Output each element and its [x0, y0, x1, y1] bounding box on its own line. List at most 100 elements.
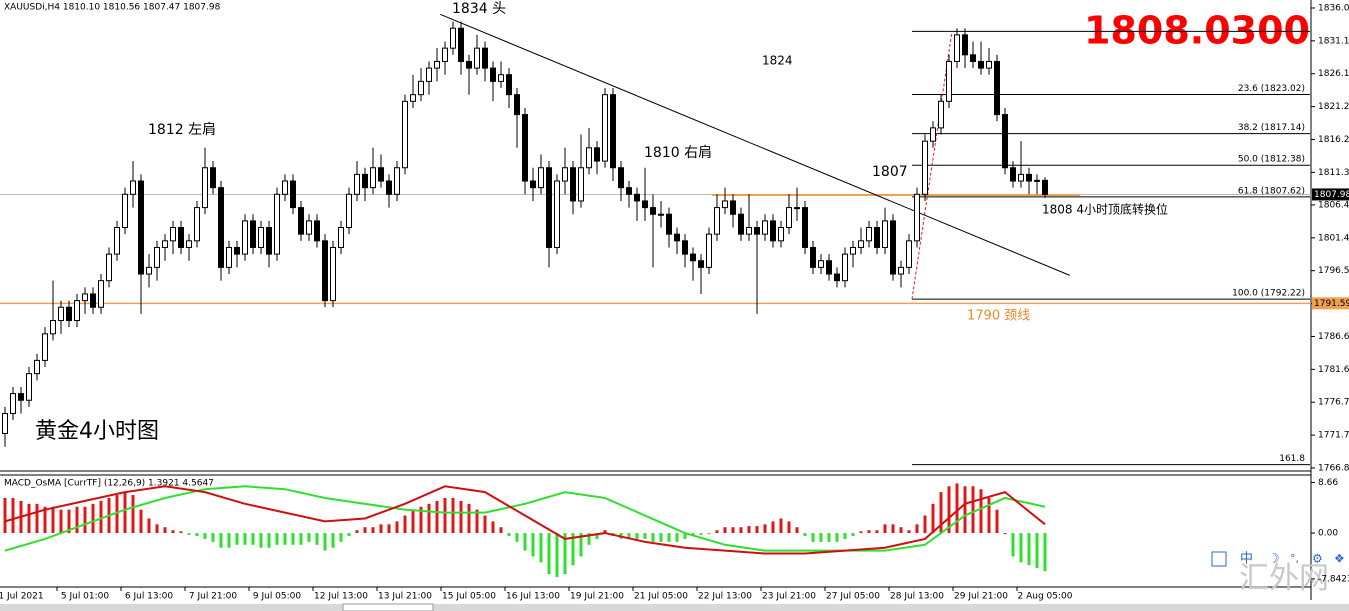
y-tick-label: 1796.50: [1318, 266, 1349, 276]
macd-bar: [443, 497, 447, 534]
macd-bar: [459, 500, 463, 534]
candle-body: [90, 293, 96, 308]
candle-body: [578, 167, 584, 202]
candle-body: [906, 240, 912, 268]
candle-body: [594, 147, 600, 162]
macd-bar: [843, 533, 847, 539]
candle-body: [434, 60, 440, 69]
candle-body: [2, 413, 8, 434]
toolbar-icon[interactable]: °,: [1290, 552, 1299, 565]
candle-body: [378, 167, 384, 182]
macd-bar: [483, 515, 487, 534]
candle-body: [706, 233, 712, 268]
macd-bar: [555, 533, 559, 577]
toolbar-icon[interactable]: [1211, 551, 1227, 567]
macd-bar: [763, 524, 767, 534]
annotation: 1790 颈线: [967, 309, 1030, 324]
candle-body: [674, 233, 680, 242]
candle-body: [466, 60, 472, 69]
candle-body: [626, 187, 632, 195]
candle-body: [810, 246, 816, 268]
candle-body: [42, 333, 48, 361]
macd-bar: [859, 531, 863, 534]
macd-bar: [683, 533, 687, 539]
toolbar-icon[interactable]: ⚙: [1312, 552, 1323, 566]
annotation: 1824: [762, 54, 793, 68]
macd-bar: [595, 533, 599, 539]
x-tick-label: 13 Jul 21:00: [378, 592, 432, 602]
macd-bar: [91, 503, 95, 534]
macd-bar: [227, 533, 231, 548]
macd-bar: [603, 530, 607, 534]
toolbar-lang[interactable]: 中: [1240, 552, 1253, 567]
y-tick-label: 1811.30: [1318, 168, 1349, 178]
candle-body: [226, 246, 232, 268]
candle-body: [690, 253, 696, 262]
macd-bar: [707, 533, 711, 535]
macd-bar: [939, 492, 943, 534]
candle-body: [242, 220, 248, 255]
candle-body: [74, 300, 80, 322]
macd-bar: [291, 533, 295, 545]
x-tick-label: 23 Jul 21:00: [762, 592, 816, 602]
macd-bar: [259, 533, 263, 548]
macd-bar: [123, 492, 127, 534]
candle-body: [346, 193, 352, 229]
fib-label: 50.0 (1812.38): [1238, 155, 1305, 165]
toolbar-icon[interactable]: ☽: [1268, 552, 1280, 567]
toolbar-icon[interactable]: ❖: [1334, 552, 1345, 566]
candle-body: [546, 167, 552, 248]
macd-bar: [803, 533, 807, 536]
candle-body: [338, 227, 344, 248]
bid-tag-label: 1807.98: [1314, 190, 1349, 200]
candle-body: [178, 227, 184, 248]
fib-label: 61.8 (1807.62): [1238, 186, 1305, 196]
macd-bar: [635, 533, 639, 539]
x-tick-label: 27 Jul 05:00: [826, 592, 880, 602]
candle-body: [138, 180, 144, 275]
macd-bar: [163, 527, 167, 534]
candle-body: [282, 180, 288, 195]
macd-bar: [1027, 533, 1031, 566]
macd-bar: [339, 533, 343, 542]
macd-bar: [267, 533, 271, 548]
macd-line: [4, 485, 1046, 555]
macd-bar: [155, 524, 159, 534]
candle-body: [730, 200, 736, 215]
candle-body: [1042, 179, 1048, 195]
x-tick-label: 15 Jul 05:00: [442, 592, 496, 602]
macd-bar: [363, 527, 367, 534]
macd-bar: [923, 515, 927, 534]
x-tick-label: 1 Jul 2021: [0, 592, 44, 602]
macd-bar: [499, 527, 503, 534]
macd-bar: [515, 533, 519, 542]
macd-bar: [1003, 533, 1007, 535]
macd-bar: [171, 530, 175, 534]
candle-body: [1034, 179, 1040, 182]
macd-bar: [579, 533, 583, 557]
candle-body: [530, 180, 536, 189]
candle-body: [266, 227, 272, 255]
tab[interactable]: [342, 603, 434, 611]
y-tick-label: 1806.40: [1318, 200, 1349, 210]
x-tick-label: 5 Jul 01:00: [61, 592, 110, 602]
macd-bar: [699, 533, 703, 535]
macd-bar: [59, 509, 63, 534]
macd-bar: [723, 527, 727, 534]
candle-body: [122, 193, 128, 229]
macd-bar: [27, 503, 31, 534]
macd-bar: [1035, 533, 1039, 569]
candle-body: [970, 54, 976, 62]
macd-bar: [811, 533, 815, 542]
tab-strip: [0, 604, 1349, 611]
candle-body: [450, 27, 456, 49]
macd-bar: [523, 533, 527, 551]
macd-bar: [651, 533, 655, 542]
fib-label: 100.0 (1792.22): [1232, 289, 1305, 299]
macd-bar: [187, 533, 191, 535]
candle-body: [410, 94, 416, 102]
candle-body: [786, 207, 792, 229]
x-tick-label: 19 Jul 21:00: [570, 592, 624, 602]
candle-body: [682, 240, 688, 255]
